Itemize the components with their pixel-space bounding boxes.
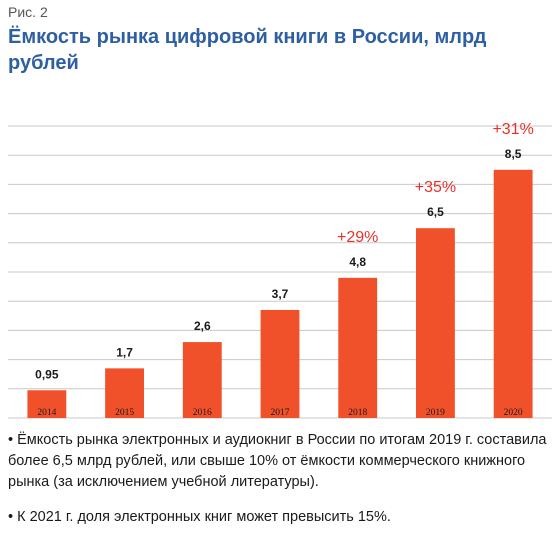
x-tick-label: 2015 (115, 408, 134, 418)
bar (493, 169, 533, 418)
figure-label: Рис. 2 (8, 4, 48, 20)
value-label: 3,7 (272, 287, 289, 301)
value-label: 8,5 (505, 147, 522, 161)
x-tick-label: 2020 (504, 408, 523, 418)
bar (27, 390, 67, 418)
bar (416, 228, 455, 418)
x-tick-label: 2014 (37, 408, 56, 418)
growth-label: +29% (337, 229, 378, 246)
x-tick-label: 2016 (193, 408, 212, 418)
bar (260, 309, 300, 418)
chart-title: Ёмкость рынка цифровой книги в России, м… (8, 26, 487, 74)
value-label: 6,5 (427, 205, 444, 219)
bar (182, 342, 222, 418)
bar (105, 368, 144, 418)
growth-label: +35% (415, 179, 456, 196)
x-tick-label: 2018 (348, 408, 367, 418)
value-label: 4,8 (349, 255, 366, 269)
note-1: • Ёмкость рынка электронных и аудиокниг … (8, 432, 547, 490)
value-label: 2,6 (194, 319, 211, 333)
growth-label: +31% (492, 121, 533, 138)
bar-chart: 0,95 2014 1,7 2015 2,6 2016 3,7 2017 4,8 +29% 2018… (8, 121, 552, 419)
value-label: 0,95 (35, 367, 59, 381)
notes: • Ёмкость рынка электронных и аудиокниг … (8, 430, 556, 542)
x-tick-label: 2017 (271, 408, 290, 418)
note-2: • К 2021 г. доля электронных книг может … (8, 509, 391, 525)
x-tick-label: 2019 (426, 408, 445, 418)
value-label: 1,7 (116, 345, 133, 359)
bar (338, 277, 378, 418)
